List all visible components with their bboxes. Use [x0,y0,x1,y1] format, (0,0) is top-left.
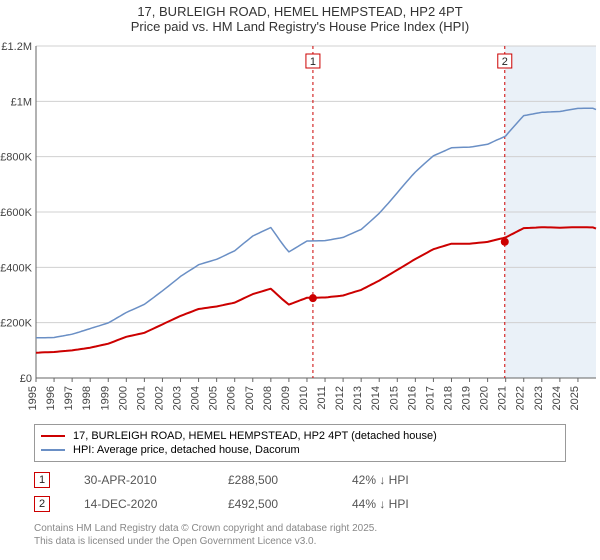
svg-text:2006: 2006 [226,386,238,410]
sale-marker-icon: 1 [34,472,50,488]
svg-text:2020: 2020 [479,386,491,410]
sale-pct: 42% ↓ HPI [352,473,462,487]
svg-text:2000: 2000 [117,386,129,410]
title-line2: Price paid vs. HM Land Registry's House … [0,19,600,34]
svg-text:1996: 1996 [45,386,57,410]
svg-text:2018: 2018 [442,386,454,410]
title-block: 17, BURLEIGH ROAD, HEMEL HEMPSTEAD, HP2 … [0,0,600,40]
svg-text:2021: 2021 [497,386,509,410]
chart-svg: £0 £200K £400K £600K £800K £1M £1.2M 1995 1996 19… [0,40,600,420]
svg-text:2: 2 [502,56,508,68]
svg-text:£800K: £800K [0,152,32,164]
sale-row: 1 30-APR-2010 £288,500 42% ↓ HPI [34,468,566,492]
legend-label: 17, BURLEIGH ROAD, HEMEL HEMPSTEAD, HP2 … [73,430,437,442]
svg-text:1: 1 [310,56,316,68]
svg-text:2005: 2005 [208,386,220,410]
svg-text:2001: 2001 [135,386,147,410]
svg-text:2011: 2011 [316,386,328,410]
sale-pct: 44% ↓ HPI [352,497,462,511]
legend: 17, BURLEIGH ROAD, HEMEL HEMPSTEAD, HP2 … [34,424,566,462]
svg-text:2023: 2023 [533,386,545,410]
svg-text:2008: 2008 [262,386,274,410]
svg-text:£400K: £400K [0,262,32,274]
svg-text:2016: 2016 [406,386,418,410]
svg-text:1995: 1995 [27,386,39,410]
svg-text:2025: 2025 [569,386,581,410]
svg-text:2004: 2004 [190,386,202,410]
chart-area: £0 £200K £400K £600K £800K £1M £1.2M 1995 1996 19… [0,40,600,420]
svg-text:2019: 2019 [461,386,473,410]
svg-text:2009: 2009 [280,386,292,410]
legend-swatch [41,449,65,451]
sale-marker-icon: 2 [34,496,50,512]
sale-price: £492,500 [228,497,318,511]
footer-line2: This data is licensed under the Open Gov… [34,535,566,548]
svg-text:2012: 2012 [334,386,346,410]
svg-text:2017: 2017 [424,386,436,410]
svg-text:2014: 2014 [370,386,382,410]
svg-text:1997: 1997 [63,386,75,410]
legend-item-hpi: HPI: Average price, detached house, Daco… [41,443,559,457]
sale-price: £288,500 [228,473,318,487]
footer: Contains HM Land Registry data © Crown c… [34,522,566,548]
svg-text:2007: 2007 [244,386,256,410]
svg-text:£600K: £600K [0,207,32,219]
sale-date: 14-DEC-2020 [84,497,194,511]
svg-text:1999: 1999 [99,386,111,410]
svg-text:£0: £0 [20,373,32,385]
svg-text:£1.2M: £1.2M [1,41,32,53]
footer-line1: Contains HM Land Registry data © Crown c… [34,522,566,535]
svg-text:2024: 2024 [551,386,563,410]
title-line1: 17, BURLEIGH ROAD, HEMEL HEMPSTEAD, HP2 … [0,4,600,19]
chart-container: 17, BURLEIGH ROAD, HEMEL HEMPSTEAD, HP2 … [0,0,600,548]
legend-item-price-paid: 17, BURLEIGH ROAD, HEMEL HEMPSTEAD, HP2 … [41,429,559,443]
svg-text:2013: 2013 [352,386,364,410]
svg-text:2015: 2015 [388,386,400,410]
svg-text:2022: 2022 [515,386,527,410]
svg-text:£1M: £1M [11,96,32,108]
svg-text:2003: 2003 [172,386,184,410]
sale-row: 2 14-DEC-2020 £492,500 44% ↓ HPI [34,492,566,516]
legend-label: HPI: Average price, detached house, Daco… [73,444,300,456]
sale-date: 30-APR-2010 [84,473,194,487]
sales-table: 1 30-APR-2010 £288,500 42% ↓ HPI 2 14-DE… [34,468,566,516]
svg-text:£200K: £200K [0,318,32,330]
svg-text:2002: 2002 [153,386,165,410]
svg-text:2010: 2010 [298,386,310,410]
svg-text:1998: 1998 [81,386,93,410]
legend-swatch [41,435,65,437]
